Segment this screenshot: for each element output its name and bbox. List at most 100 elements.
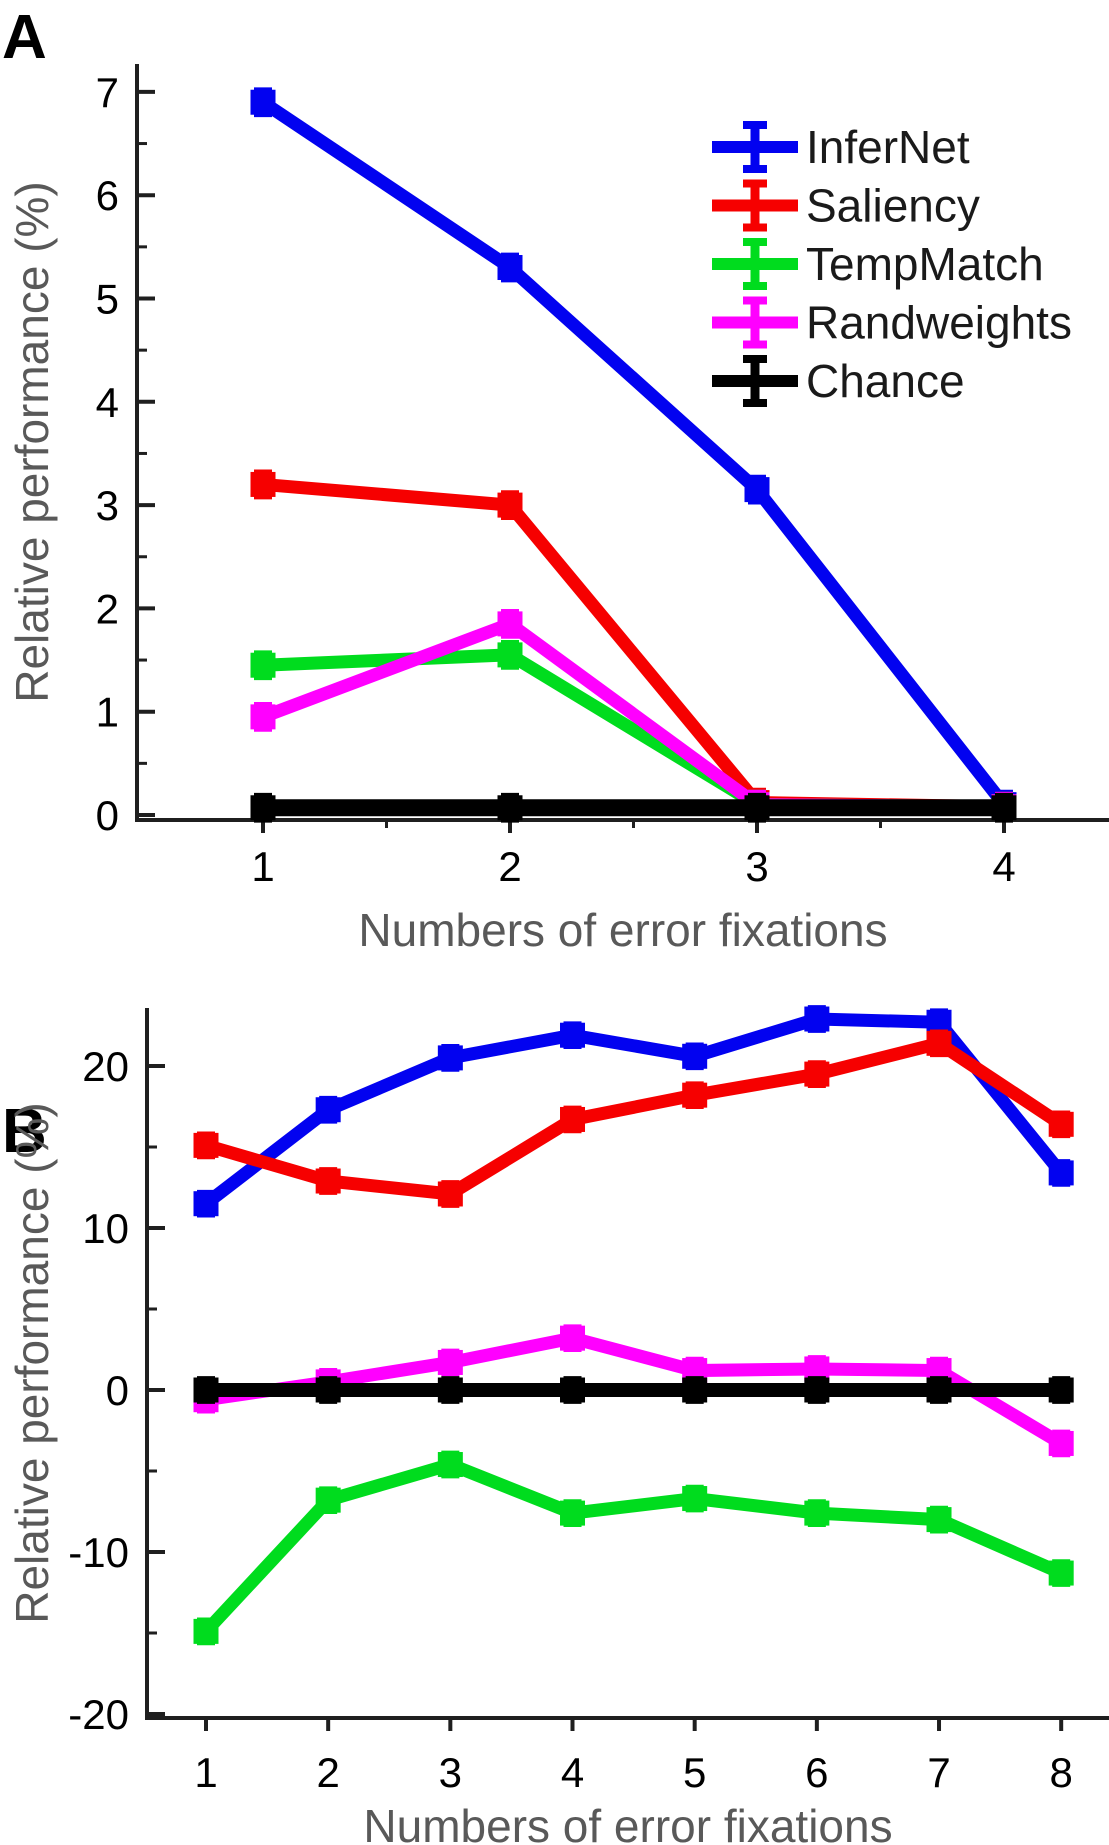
legend-entry-Saliency: Saliency bbox=[712, 179, 980, 232]
data-marker-Saliency bbox=[560, 1106, 586, 1132]
data-marker-Randweights bbox=[560, 1325, 586, 1351]
data-marker-Randweights bbox=[1048, 1430, 1074, 1456]
y-tick-label: 7 bbox=[96, 69, 119, 116]
series-line-Randweights bbox=[205, 1331, 1065, 1450]
data-marker-InferNet bbox=[315, 1097, 341, 1123]
series-Chance bbox=[193, 1376, 1074, 1404]
legend-label: TempMatch bbox=[806, 238, 1044, 290]
data-marker-Saliency bbox=[497, 492, 523, 518]
data-marker-InferNet bbox=[744, 477, 770, 503]
data-marker-Chance bbox=[250, 795, 276, 821]
x-tick-label: 2 bbox=[316, 1749, 339, 1796]
data-marker-Chance bbox=[497, 795, 523, 821]
legend-entry-TempMatch: TempMatch bbox=[712, 238, 1044, 290]
panel-a-x-axis-title: Numbers of error fixations bbox=[358, 904, 887, 956]
legend-label: Saliency bbox=[806, 180, 980, 232]
x-tick-label: 4 bbox=[992, 843, 1015, 890]
y-tick-label: 0 bbox=[96, 792, 119, 839]
legend-label: Chance bbox=[806, 355, 965, 407]
data-marker-Saliency bbox=[315, 1168, 341, 1194]
data-marker-TempMatch bbox=[250, 652, 276, 678]
panel-b-y-axis-title: Relative performance (%) bbox=[6, 1102, 58, 1624]
data-marker-TempMatch bbox=[497, 642, 523, 668]
x-tick-label: 1 bbox=[251, 843, 274, 890]
panel-b-letter: B bbox=[2, 1097, 47, 1166]
series-line-Saliency bbox=[204, 1036, 1065, 1201]
data-marker-Chance bbox=[1048, 1377, 1074, 1403]
legend-entry-Chance: Chance bbox=[712, 355, 965, 407]
series-Saliency bbox=[193, 1029, 1074, 1208]
data-marker-Saliency bbox=[193, 1132, 219, 1158]
data-marker-Saliency bbox=[250, 471, 276, 497]
panel-b-plot-area: -20 -10 0 10 20 1 2 3 4 5 6 7 8 bbox=[68, 1005, 1109, 1796]
legend-entry-Randweights: Randweights bbox=[712, 296, 1072, 349]
data-marker-Saliency bbox=[804, 1061, 830, 1087]
data-marker-TempMatch bbox=[437, 1452, 463, 1478]
series-Saliency bbox=[250, 469, 1017, 822]
x-tick-label: 4 bbox=[561, 1749, 584, 1796]
y-tick-label: -20 bbox=[68, 1691, 129, 1738]
series-Randweights bbox=[250, 608, 1017, 822]
data-marker-Randweights bbox=[250, 704, 276, 730]
x-tick-label: 7 bbox=[927, 1749, 950, 1796]
data-marker-Chance bbox=[315, 1377, 341, 1403]
x-tick-label: 6 bbox=[805, 1749, 828, 1796]
series-line-InferNet bbox=[202, 1012, 1067, 1209]
series-line-Saliency bbox=[262, 477, 1005, 814]
data-marker-TempMatch bbox=[804, 1500, 830, 1526]
data-marker-Chance bbox=[744, 795, 770, 821]
legend-label: Randweights bbox=[806, 297, 1072, 349]
y-tick-label: 1 bbox=[96, 689, 119, 736]
data-marker-Randweights bbox=[497, 611, 523, 637]
y-tick-label: 5 bbox=[96, 276, 119, 323]
y-tick-label: 20 bbox=[82, 1043, 129, 1090]
data-marker-Randweights bbox=[437, 1349, 463, 1375]
data-marker-Chance bbox=[682, 1377, 708, 1403]
data-marker-Chance bbox=[804, 1377, 830, 1403]
y-tick-label: 0 bbox=[106, 1367, 129, 1414]
data-marker-Saliency bbox=[682, 1082, 708, 1108]
data-marker-Chance bbox=[193, 1377, 219, 1403]
series-TempMatch bbox=[193, 1450, 1074, 1646]
data-marker-Saliency bbox=[926, 1030, 952, 1056]
data-marker-InferNet bbox=[497, 255, 523, 281]
data-marker-InferNet bbox=[1048, 1160, 1074, 1186]
panel-b: B -20 -10 0 10 20 1 2 3 4 5 6 7 8 Relative performan… bbox=[2, 1005, 1109, 1845]
data-marker-TempMatch bbox=[1048, 1560, 1074, 1586]
data-marker-Chance bbox=[437, 1377, 463, 1403]
legend-label: InferNet bbox=[806, 121, 970, 173]
panel-a-letter: A bbox=[2, 3, 47, 72]
y-tick-label: 6 bbox=[96, 172, 119, 219]
x-tick-label: 5 bbox=[683, 1749, 706, 1796]
panel-b-x-axis-title: Numbers of error fixations bbox=[363, 1800, 892, 1845]
data-marker-InferNet bbox=[560, 1022, 586, 1048]
panel-a-plot-area: 0 1 2 3 4 5 6 7 1 2 3 4 bbox=[96, 64, 1109, 890]
data-marker-Saliency bbox=[437, 1181, 463, 1207]
data-marker-Chance bbox=[991, 795, 1017, 821]
y-tick-label: 2 bbox=[96, 585, 119, 632]
y-tick-label: 4 bbox=[96, 379, 119, 426]
data-marker-TempMatch bbox=[926, 1507, 952, 1533]
series-line-InferNet bbox=[259, 96, 1010, 809]
data-marker-InferNet bbox=[437, 1045, 463, 1071]
x-tick-label: 2 bbox=[498, 843, 521, 890]
panel-a-y-axis-title: Relative performance (%) bbox=[6, 181, 58, 703]
y-tick-label: -10 bbox=[68, 1529, 129, 1576]
data-marker-InferNet bbox=[250, 89, 276, 115]
data-marker-InferNet bbox=[804, 1006, 830, 1032]
y-tick-label: 3 bbox=[96, 482, 119, 529]
data-marker-InferNet bbox=[193, 1191, 219, 1217]
x-tick-label: 3 bbox=[439, 1749, 462, 1796]
data-marker-InferNet bbox=[682, 1043, 708, 1069]
series-line-TempMatch bbox=[201, 1457, 1064, 1636]
chart-legend: InferNet Saliency TempMatch Randweights Chan… bbox=[712, 121, 1072, 407]
data-marker-Chance bbox=[926, 1377, 952, 1403]
series-InferNet bbox=[193, 1005, 1074, 1218]
x-tick-label: 8 bbox=[1050, 1749, 1073, 1796]
x-tick-label: 1 bbox=[194, 1749, 217, 1796]
data-marker-Chance bbox=[560, 1377, 586, 1403]
series-Chance bbox=[250, 792, 1017, 823]
data-marker-TempMatch bbox=[560, 1500, 586, 1526]
